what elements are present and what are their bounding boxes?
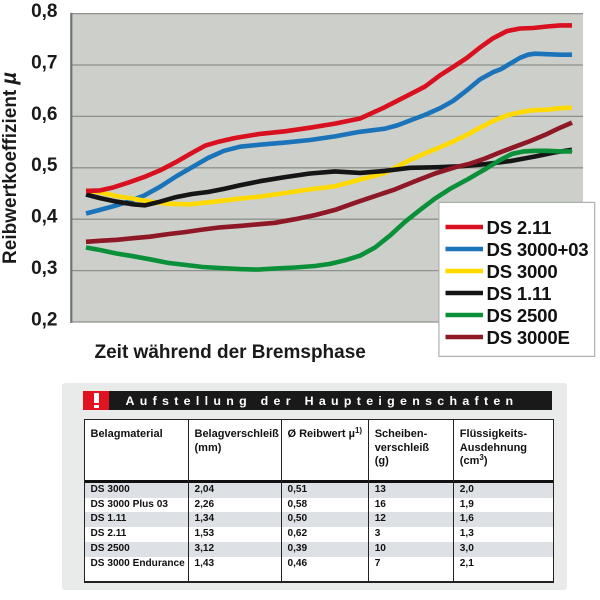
svg-text:DS 1.11: DS 1.11 bbox=[487, 283, 552, 304]
svg-text:0,5: 0,5 bbox=[31, 155, 58, 176]
svg-text:Zeit während der Bremsphase: Zeit während der Bremsphase bbox=[95, 342, 366, 363]
svg-text:DS 2500: DS 2500 bbox=[487, 305, 558, 326]
svg-text:DS 3000+03: DS 3000+03 bbox=[487, 239, 589, 260]
svg-text:DS 2.11: DS 2.11 bbox=[487, 217, 552, 238]
svg-text:DS 3000E: DS 3000E bbox=[487, 327, 570, 348]
svg-text:0,3: 0,3 bbox=[31, 258, 57, 279]
svg-text:0,6: 0,6 bbox=[31, 104, 57, 125]
svg-text:Reibwertkoeffizient µ: Reibwertkoeffizient µ bbox=[0, 72, 21, 264]
svg-text:DS 3000: DS 3000 bbox=[487, 261, 558, 282]
svg-text:0,4: 0,4 bbox=[31, 207, 58, 228]
svg-text:0,2: 0,2 bbox=[31, 309, 57, 330]
svg-text:0,8: 0,8 bbox=[31, 1, 57, 22]
svg-text:0,7: 0,7 bbox=[31, 52, 57, 73]
